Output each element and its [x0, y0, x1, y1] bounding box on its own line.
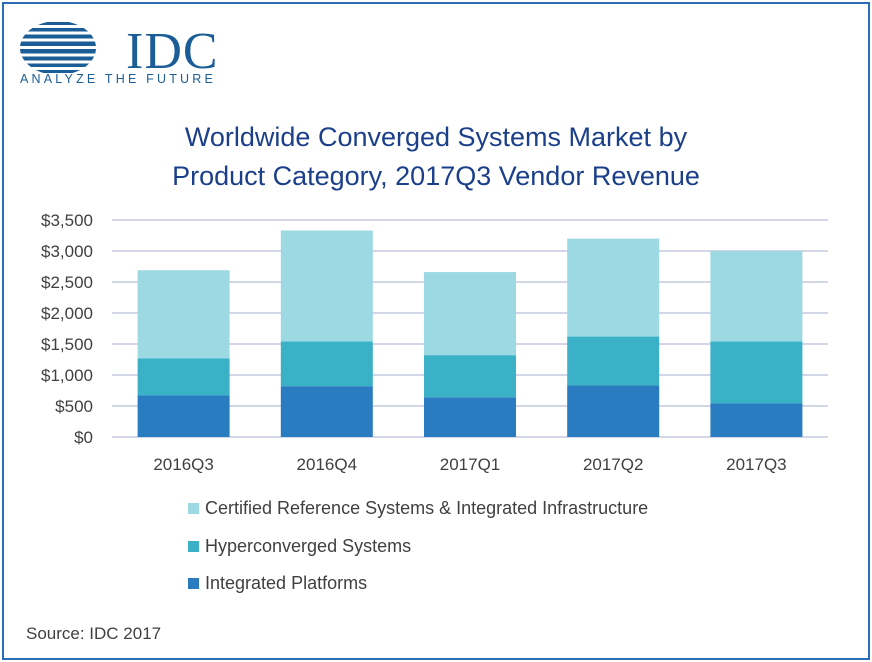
y-tick-label: $1,500 — [41, 335, 93, 354]
bar-segment — [137, 395, 230, 437]
legend-label-integrated: Integrated Platforms — [205, 572, 368, 593]
bar-segment — [567, 336, 660, 386]
y-tick-label: $2,500 — [41, 273, 93, 292]
legend-item-integrated: Integrated Platforms — [188, 572, 367, 594]
chart-title-line2: Product Category, 2017Q3 Vendor Revenue — [172, 161, 700, 191]
bar-segment — [137, 270, 230, 359]
bar-segment — [567, 238, 660, 337]
bar-segment — [280, 386, 373, 437]
y-tick-label: $2,000 — [41, 304, 93, 323]
legend-label-certified: Certified Reference Systems & Integrated… — [205, 497, 649, 518]
x-tick-label: 2017Q2 — [583, 455, 644, 474]
y-tick-label: $0 — [74, 428, 93, 447]
bar-segment — [710, 341, 803, 404]
legend-label-hyperconverged: Hyperconverged Systems — [205, 535, 412, 556]
y-tick-label: $1,000 — [41, 366, 93, 385]
bar-segment — [710, 251, 803, 342]
bar-segment — [424, 355, 516, 398]
bar-segment — [280, 341, 373, 387]
legend-swatch-integrated — [188, 577, 199, 589]
globe-icon — [20, 22, 96, 73]
source-note: Source: IDC 2017 — [26, 624, 162, 643]
logo-wordmark: IDC — [126, 23, 219, 80]
bar-segment — [567, 385, 660, 437]
bar-segment — [137, 358, 230, 396]
legend-swatch-certified — [188, 502, 199, 514]
bar-segment — [424, 272, 516, 356]
legend-item-certified: Certified Reference Systems & Integrated… — [188, 497, 648, 519]
y-tick-label: $3,500 — [41, 211, 93, 230]
bar-segment — [280, 230, 373, 342]
x-tick-label: 2017Q1 — [440, 455, 501, 474]
tagline: ANALYZE THE FUTURE — [20, 72, 217, 86]
bar-segment — [424, 397, 516, 437]
bar-segment — [710, 403, 803, 437]
chart-title-line1: Worldwide Converged Systems Market by — [184, 122, 688, 152]
stacked-bar-chart: $0 $500 $1,000 $1,500 $2,000 $2,500 $3,000 $3,5… — [41, 211, 828, 474]
y-tick-label: $500 — [55, 397, 93, 416]
legend-swatch-hyperconverged — [188, 540, 199, 552]
x-tick-label: 2016Q3 — [153, 455, 214, 474]
legend-item-hyperconverged: Hyperconverged Systems — [188, 535, 411, 557]
x-tick-label: 2017Q3 — [726, 455, 787, 474]
x-tick-label: 2016Q4 — [297, 455, 358, 474]
idc-logo: IDC — [18, 18, 228, 93]
y-tick-label: $3,000 — [41, 242, 93, 261]
